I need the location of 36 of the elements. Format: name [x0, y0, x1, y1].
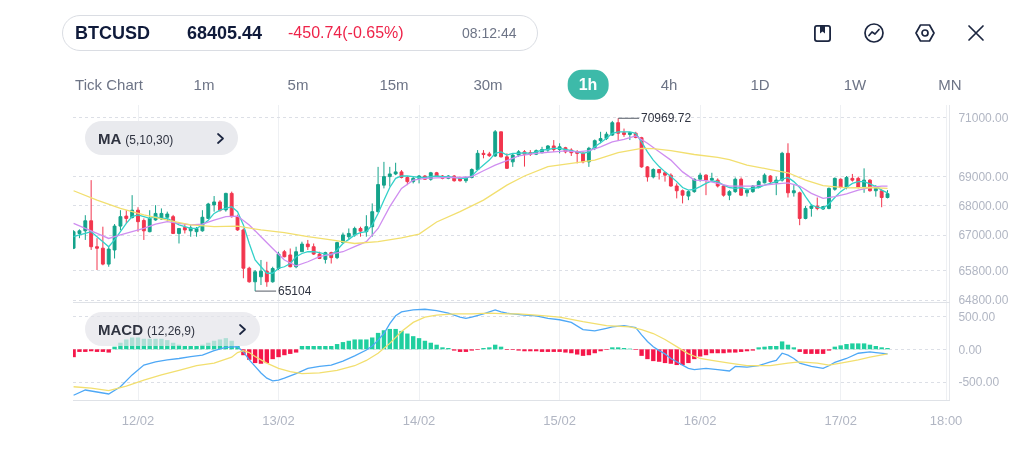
y-tick-label: 67000.00	[958, 228, 1009, 243]
text: 1h	[567, 69, 609, 101]
y-tick-label: 71000.00	[958, 110, 1009, 125]
text: 5m	[287, 76, 309, 94]
y-tick-label: 68000.00	[958, 198, 1009, 213]
text: 4h	[660, 76, 678, 94]
annotation: 65104	[278, 284, 312, 298]
y-tick-label: 500.00	[958, 309, 996, 324]
text: 68405.44	[187, 22, 263, 44]
annotation: MA (5,10,30)	[98, 129, 174, 147]
x-tick-label: 15/02	[543, 412, 576, 428]
text: 30m	[473, 76, 503, 94]
x-tick-label: 17/02	[824, 412, 857, 428]
y-tick-label: -500.00	[958, 375, 1000, 390]
y-tick-label: 69000.00	[958, 169, 1009, 184]
text: MN	[938, 76, 962, 94]
y-tick-label: 64800.00	[958, 293, 1009, 308]
annotation: 70969.72	[641, 111, 692, 125]
annotation: MACD (12,26,9)	[98, 320, 196, 338]
text: 1W	[843, 76, 867, 94]
text: 1D	[750, 76, 770, 94]
text: BTCUSD	[75, 22, 150, 44]
text: 1m	[193, 76, 215, 94]
text: 15m	[379, 76, 409, 94]
text: -450.74(-0.65%)	[288, 23, 404, 43]
text: Tick Chart	[75, 76, 143, 94]
x-tick-label: 16/02	[683, 412, 717, 428]
indicator-button: MACD (12,26,9)	[85, 312, 261, 346]
x-tick-label: 13/02	[262, 412, 295, 428]
text: 08:12:44	[462, 24, 517, 42]
y-tick-label: 65800.00	[958, 263, 1009, 278]
y-tick-label: 0.00	[958, 342, 983, 357]
x-tick-label: 12/02	[121, 412, 155, 428]
indicator-button: MA (5,10,30)	[85, 121, 239, 155]
x-tick-label: 18:00	[929, 412, 963, 428]
x-tick-label: 14/02	[402, 412, 436, 428]
